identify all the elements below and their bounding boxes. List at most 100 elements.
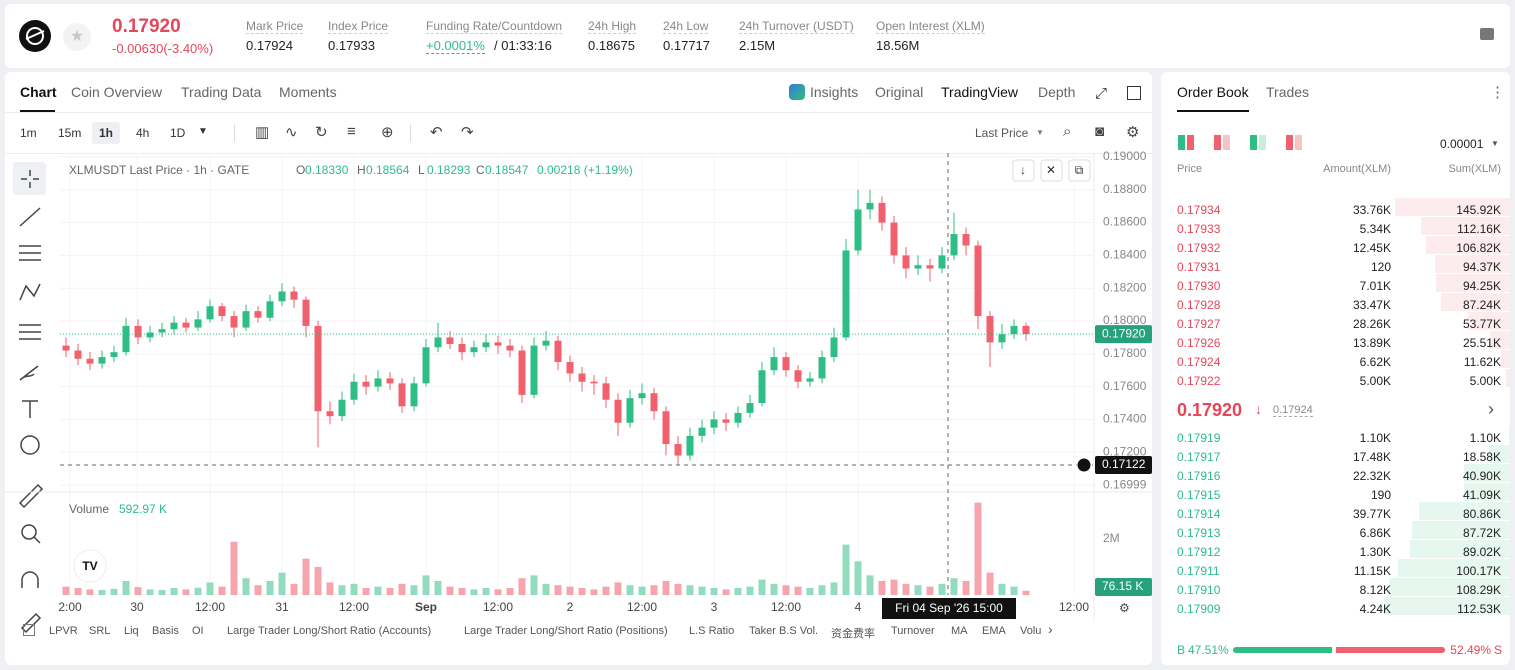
ohlc-key: L bbox=[418, 163, 425, 177]
fullscreen-icon[interactable]: ⤢ bbox=[1095, 85, 1108, 102]
fib-tool[interactable] bbox=[19, 324, 41, 340]
ohlc-value: 0.18547 bbox=[485, 163, 529, 177]
tab[interactable]: Chart bbox=[20, 84, 57, 100]
indicator[interactable]: EMA bbox=[982, 625, 1006, 637]
view-mode[interactable] bbox=[1178, 135, 1194, 150]
interval[interactable]: 1h bbox=[92, 122, 121, 144]
toolbar-icon[interactable]: ⌕ bbox=[1063, 123, 1072, 140]
favorite-star[interactable]: ★ bbox=[63, 23, 91, 51]
toolbar-icon[interactable]: ↻ bbox=[315, 124, 328, 141]
candle-body bbox=[854, 209, 862, 251]
tv-logo: TV bbox=[82, 559, 97, 573]
toolbar-icon[interactable]: ⊕ bbox=[381, 124, 394, 141]
chevron[interactable]: › bbox=[1488, 399, 1494, 419]
toolbar-icon[interactable]: ◙ bbox=[1095, 123, 1105, 140]
candle-body bbox=[842, 250, 850, 338]
interval[interactable]: 15m bbox=[58, 126, 82, 140]
ob-tab[interactable]: Trades bbox=[1266, 84, 1310, 100]
indicator[interactable]: Basis bbox=[152, 625, 179, 637]
interval[interactable]: 1D bbox=[170, 126, 186, 140]
price-source[interactable]: Last Price bbox=[975, 126, 1029, 140]
mode-part bbox=[1259, 135, 1266, 150]
depth-bar bbox=[1500, 350, 1510, 368]
ruler-tool[interactable] bbox=[18, 483, 44, 509]
tab[interactable]: Coin Overview bbox=[71, 84, 163, 100]
interval[interactable]: 4h bbox=[136, 126, 150, 140]
notes-icon[interactable] bbox=[1480, 28, 1494, 40]
toolbar-icon[interactable]: ↷ bbox=[461, 124, 474, 141]
indicator[interactable]: L.S Ratio bbox=[689, 625, 735, 637]
volume-bar bbox=[734, 587, 742, 595]
toolbar-icon[interactable]: ▥ bbox=[255, 124, 270, 141]
indicator[interactable]: Volu bbox=[1020, 625, 1042, 637]
indicator[interactable]: LPVR bbox=[49, 625, 78, 637]
view-mode[interactable] bbox=[1286, 135, 1302, 150]
volume-bar bbox=[938, 583, 946, 595]
volume-bar bbox=[146, 589, 154, 595]
indicator[interactable]: MA bbox=[951, 625, 968, 637]
ob-tab[interactable]: Order Book bbox=[1177, 84, 1249, 100]
candle-body bbox=[782, 357, 790, 371]
indicator[interactable]: Liq bbox=[124, 625, 139, 637]
candle-body bbox=[566, 362, 574, 374]
toolbar-icon[interactable]: ≡ bbox=[347, 123, 356, 140]
toolbar-icon[interactable]: ⚙ bbox=[1126, 124, 1140, 141]
indicator[interactable]: SRL bbox=[89, 625, 111, 637]
view-tab[interactable]: TradingView bbox=[941, 84, 1019, 100]
pencil-tool[interactable] bbox=[20, 612, 42, 634]
tab[interactable]: Moments bbox=[279, 84, 337, 100]
magnet-tool[interactable] bbox=[21, 571, 39, 588]
row-amount: 39.77K bbox=[1352, 507, 1391, 521]
row-sum: 1.10K bbox=[1469, 431, 1501, 445]
row-price: 0.17931 bbox=[1177, 260, 1221, 274]
x-tick-label: 12:00 bbox=[483, 600, 513, 614]
precision[interactable]: 0.00001 bbox=[1440, 137, 1484, 151]
candle-body bbox=[170, 322, 178, 330]
indicator[interactable]: Taker B.S Vol. bbox=[749, 625, 819, 637]
view-tab[interactable]: Depth bbox=[1038, 84, 1076, 100]
y-tick-label: 0.16999 bbox=[1103, 477, 1147, 491]
emoji-tool[interactable] bbox=[20, 435, 40, 455]
more-arrow[interactable]: › bbox=[1048, 621, 1053, 637]
indicator[interactable]: OI bbox=[192, 625, 204, 637]
row-amount: 5.34K bbox=[1359, 222, 1391, 236]
brush-tool[interactable] bbox=[19, 365, 39, 381]
row-price: 0.17922 bbox=[1177, 374, 1221, 388]
candle-body bbox=[158, 329, 166, 333]
tool-active[interactable] bbox=[13, 162, 46, 195]
window-icon[interactable] bbox=[1127, 86, 1141, 100]
pattern-tool[interactable] bbox=[19, 283, 41, 301]
candle-body bbox=[950, 234, 958, 256]
ai-badge bbox=[789, 84, 805, 100]
toolbar-icon[interactable]: ∿ bbox=[285, 124, 298, 141]
candle-body bbox=[998, 334, 1006, 343]
candle-body bbox=[470, 347, 478, 353]
stat-label: Funding Rate/Countdown bbox=[426, 19, 563, 34]
row-price: 0.17926 bbox=[1177, 336, 1221, 350]
indicator[interactable]: 资金费率 bbox=[831, 628, 875, 640]
interval[interactable]: 1m bbox=[20, 126, 37, 140]
view-tab[interactable]: Original bbox=[875, 84, 924, 100]
line-tool[interactable] bbox=[19, 207, 41, 227]
text-tool[interactable] bbox=[22, 400, 38, 418]
crosshair-tool[interactable] bbox=[21, 170, 39, 188]
view-tab[interactable]: Insights bbox=[810, 84, 859, 100]
volume-bar bbox=[386, 587, 394, 595]
ohlc-value: 0.18564 bbox=[366, 163, 410, 177]
depth-bar bbox=[1410, 540, 1510, 558]
col-head: Price bbox=[1177, 163, 1203, 175]
volume-bar bbox=[806, 587, 814, 595]
toolbar-icon[interactable]: ↶ bbox=[430, 124, 443, 141]
parallel-tool[interactable] bbox=[19, 245, 41, 261]
view-mode[interactable] bbox=[1214, 135, 1230, 150]
tab[interactable]: Trading Data bbox=[181, 84, 262, 100]
ohlc-value: 0.18330 bbox=[305, 163, 349, 177]
depth-bar bbox=[1421, 217, 1510, 235]
volume-bar bbox=[746, 586, 754, 595]
zoom-tool[interactable] bbox=[21, 524, 37, 540]
indicator[interactable]: Large Trader Long/Short Ratio (Accounts) bbox=[227, 625, 432, 637]
indicator[interactable]: Turnover bbox=[891, 625, 935, 637]
indicator[interactable]: Large Trader Long/Short Ratio (Positions… bbox=[464, 625, 668, 637]
view-mode[interactable] bbox=[1250, 135, 1266, 150]
candle-body bbox=[314, 325, 322, 412]
